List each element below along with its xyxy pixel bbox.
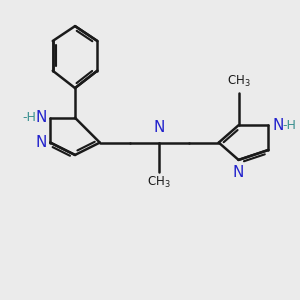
Text: N: N	[154, 120, 165, 135]
Text: -H: -H	[23, 111, 37, 124]
Text: N: N	[35, 135, 46, 150]
Text: N: N	[272, 118, 284, 133]
Text: N: N	[35, 110, 46, 125]
Text: N: N	[233, 165, 244, 180]
Text: CH$_3$: CH$_3$	[147, 175, 171, 190]
Text: -H: -H	[282, 119, 296, 132]
Text: CH$_3$: CH$_3$	[227, 74, 250, 89]
